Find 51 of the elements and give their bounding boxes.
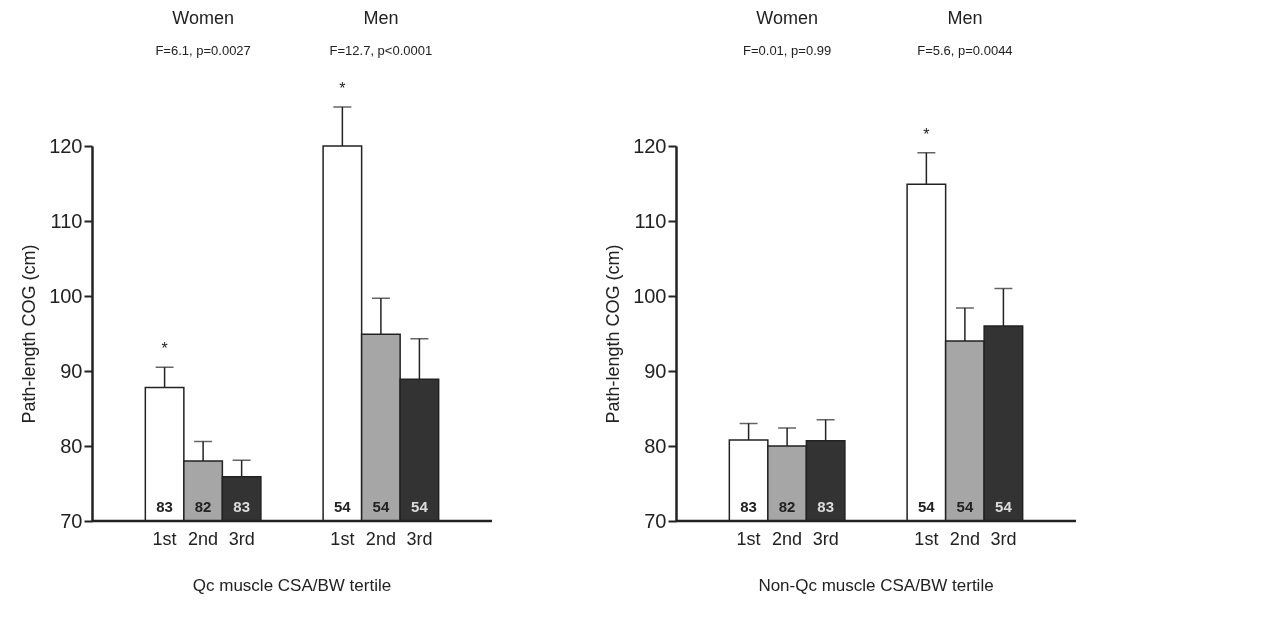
text: F=0.01, p=0.99 [743, 43, 832, 58]
annotation: 83 [233, 498, 250, 515]
text: 3rd [406, 529, 433, 549]
y-tick-label: 120 [49, 134, 83, 157]
annotation: 54 [918, 498, 936, 515]
annotation: 82 [778, 498, 796, 515]
text: 3rd [990, 529, 1017, 549]
x-axis-title: Non-Qc muscle CSA/BW tertile [758, 576, 994, 595]
x-tick-label: Women [172, 8, 234, 28]
y-tick-label: 100 [49, 284, 83, 307]
series-label: 1st [736, 529, 761, 549]
text: 2nd [365, 529, 396, 549]
y-tick-label: 120 [633, 134, 667, 157]
annotation: 54 [956, 498, 974, 515]
x-tick-label: Men [947, 8, 983, 28]
series-label: 1st [152, 529, 177, 549]
annotation: * [161, 340, 168, 358]
y-axis-title: Path-length COG (cm) [19, 244, 40, 424]
x-axis-title: Qc muscle CSA/BW tertile [192, 576, 392, 595]
x-tick-label: Women [756, 8, 818, 28]
y-tick-label: 110 [50, 209, 83, 232]
annotation: 54 [334, 498, 352, 515]
series-label: 2nd [188, 529, 219, 549]
y-tick-label: 80 [644, 434, 667, 457]
annotation: 54 [372, 498, 390, 515]
text: 1st [914, 529, 939, 549]
annotation: 83 [817, 498, 834, 515]
y-tick-label: 110 [634, 209, 667, 232]
annotation: 83 [156, 498, 173, 515]
text: F=12.7, p<0.0001 [329, 43, 433, 58]
y-tick-label: 70 [60, 509, 83, 532]
text: 1st [330, 529, 355, 549]
y-tick-label: 100 [633, 284, 667, 307]
y-tick-label: 80 [60, 434, 83, 457]
text: 2nd [949, 529, 980, 549]
annotation: 83 [740, 498, 757, 515]
text: F=6.1, p=0.0027 [155, 43, 251, 58]
y-tick-label: 70 [644, 509, 667, 532]
text: F=5.6, p=0.0044 [917, 43, 1013, 58]
annotation: 82 [194, 498, 212, 515]
annotation: 54 [995, 498, 1013, 515]
series-label: 2nd [772, 529, 803, 549]
text: * [923, 125, 930, 143]
annotation: 54 [411, 498, 429, 515]
x-tick-label: Men [363, 8, 399, 28]
y-tick-label: 90 [60, 359, 83, 382]
series-label: 3rd [812, 529, 839, 549]
text: * [339, 80, 346, 97]
y-axis-title: Path-length COG (cm) [603, 244, 624, 424]
series-label: 3rd [228, 529, 255, 549]
y-tick-label: 90 [644, 359, 667, 382]
